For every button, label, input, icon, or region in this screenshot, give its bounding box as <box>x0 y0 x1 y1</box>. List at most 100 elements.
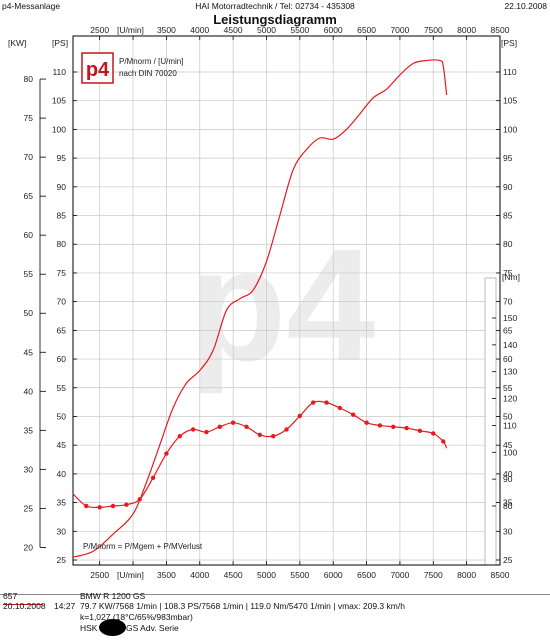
watermark: p4 <box>189 215 376 394</box>
x-tick-label-top: 5500 <box>290 25 309 35</box>
torque-point <box>150 475 156 480</box>
torque-point <box>230 420 236 425</box>
torque-point <box>337 405 343 411</box>
ps-tick-label-right: 95 <box>503 153 513 163</box>
ps-tick-label-right: 90 <box>503 182 513 192</box>
run-date: 20.10.2008 <box>3 601 46 611</box>
kw-tick-label: 25 <box>24 503 34 513</box>
torque-point <box>284 427 289 432</box>
x-tick-label-top: 6500 <box>357 25 376 35</box>
kw-tick-label: 40 <box>24 386 34 396</box>
torque-point <box>271 434 276 439</box>
ps-tick-label-left: 70 <box>57 297 67 307</box>
torque-point <box>97 505 102 510</box>
kw-tick-label: 35 <box>24 425 34 435</box>
ps-tick-label-right: 30 <box>503 526 513 536</box>
torque-point <box>404 425 409 431</box>
x-tick-label-top: 8000 <box>457 25 476 35</box>
p4-logo-text: p4 <box>86 59 110 81</box>
x-tick-label-bottom: 4000 <box>190 570 209 580</box>
kw-tick-label: 55 <box>24 269 34 279</box>
kw-tick-label: 20 <box>24 542 34 552</box>
hsk-prefix: HSK <box>80 623 98 633</box>
ps-tick-label-right: 70 <box>503 297 513 307</box>
x-tick-label-top: 6000 <box>324 25 343 35</box>
x-tick-label-bottom: 7000 <box>390 570 409 580</box>
nm-tick-label: 110 <box>503 420 517 430</box>
nm-tick-label: 140 <box>503 340 517 350</box>
ps-tick-label-left: 95 <box>57 153 67 163</box>
torque-point <box>377 423 383 428</box>
ps-axis-label-left: [PS] <box>52 38 68 48</box>
ps-tick-label-right: 45 <box>503 440 513 450</box>
torque-point <box>204 429 209 435</box>
torque-point <box>297 413 302 419</box>
torque-point <box>177 434 182 439</box>
id-underline <box>3 604 43 605</box>
ps-tick-label-left: 80 <box>57 239 67 249</box>
x-tick-label-bottom: 8500 <box>491 570 510 580</box>
ps-tick-label-right: 100 <box>503 124 517 134</box>
kw-tick-label: 65 <box>24 191 34 201</box>
x-tick-label-bottom: 6000 <box>324 570 343 580</box>
nm-axis-bracket <box>484 277 497 566</box>
kw-axis-label: [KW] <box>8 38 26 48</box>
footer-divider <box>0 594 550 595</box>
torque-point <box>431 431 436 436</box>
x-tick-label-top: 3500 <box>157 25 176 35</box>
ps-tick-label-right: 35 <box>503 498 513 508</box>
legend-line-2: nach DIN 70020 <box>119 69 177 78</box>
ps-tick-label-right: 85 <box>503 211 513 221</box>
x-tick-label-bottom: 8000 <box>457 570 476 580</box>
torque-point <box>324 400 329 405</box>
ps-tick-label-right: 25 <box>503 555 513 565</box>
x-tick-label-bottom: 5000 <box>257 570 276 580</box>
ps-tick-label-left: 110 <box>52 67 66 77</box>
nm-tick-label: 150 <box>503 313 517 323</box>
dyno-chart: p4 2500 2500 3500 3500 4000 4000 4500 4500 5000 5… <box>8 25 520 580</box>
header-date: 22.10.2008 <box>504 1 547 11</box>
torque-point <box>164 451 169 456</box>
p4-logo <box>81 52 114 84</box>
x-tick-label-bottom: 2500 <box>90 570 109 580</box>
ps-tick-label-left: 45 <box>57 440 67 450</box>
kw-tick-label: 70 <box>24 152 34 162</box>
nm-tick-label: 120 <box>503 394 517 404</box>
run-id: 657 <box>3 591 18 601</box>
vehicle-name: BMW R 1200 GS <box>80 591 146 601</box>
x-axis-label-top: [U/min] <box>117 25 144 35</box>
ps-tick-label-left: 30 <box>57 526 67 536</box>
x-axis-label-bottom: [U/min] <box>117 570 144 580</box>
nm-tick-label: 80 <box>503 501 513 511</box>
ps-tick-label-left: 50 <box>57 411 67 421</box>
x-tick-label-top: 7000 <box>390 25 409 35</box>
nm-axis-label: [Nm] <box>502 272 520 282</box>
app-name: p4-Messanlage <box>2 1 61 11</box>
ps-tick-label-left: 35 <box>57 498 67 508</box>
torque-point <box>391 424 396 429</box>
ps-tick-label-right: 110 <box>503 67 517 77</box>
torque-point <box>244 424 249 429</box>
power-curve <box>72 59 448 558</box>
ps-tick-label-left: 105 <box>52 96 66 106</box>
ps-tick-label-right: 40 <box>503 469 513 479</box>
torque-point <box>417 428 423 433</box>
x-tick-label-top: 2500 <box>90 25 109 35</box>
ps-tick-label-right: 65 <box>503 325 513 335</box>
x-tick-label-top: 4500 <box>224 25 243 35</box>
ps-tick-label-right: 75 <box>503 268 513 278</box>
nm-tick-label: 90 <box>503 474 513 484</box>
ps-tick-label-left: 100 <box>52 124 66 134</box>
ps-tick-label-right: 55 <box>503 383 513 393</box>
ps-tick-label-left: 60 <box>57 354 67 364</box>
x-tick-label-top: 8500 <box>491 25 510 35</box>
torque-point <box>217 424 222 429</box>
ps-tick-label-right: 50 <box>503 411 513 421</box>
legend-box: p4 P/Mnorm / [U/min] nach DIN 70020 <box>81 52 183 84</box>
torque-point <box>311 400 316 405</box>
ps-tick-label-left: 75 <box>57 268 67 278</box>
x-tick-label-top: 4000 <box>190 25 209 35</box>
ps-tick-label-left: 90 <box>57 182 67 192</box>
company-info: HAI Motorradtechnik / Tel: 02734 - 43530… <box>195 1 355 11</box>
torque-point <box>110 503 116 509</box>
